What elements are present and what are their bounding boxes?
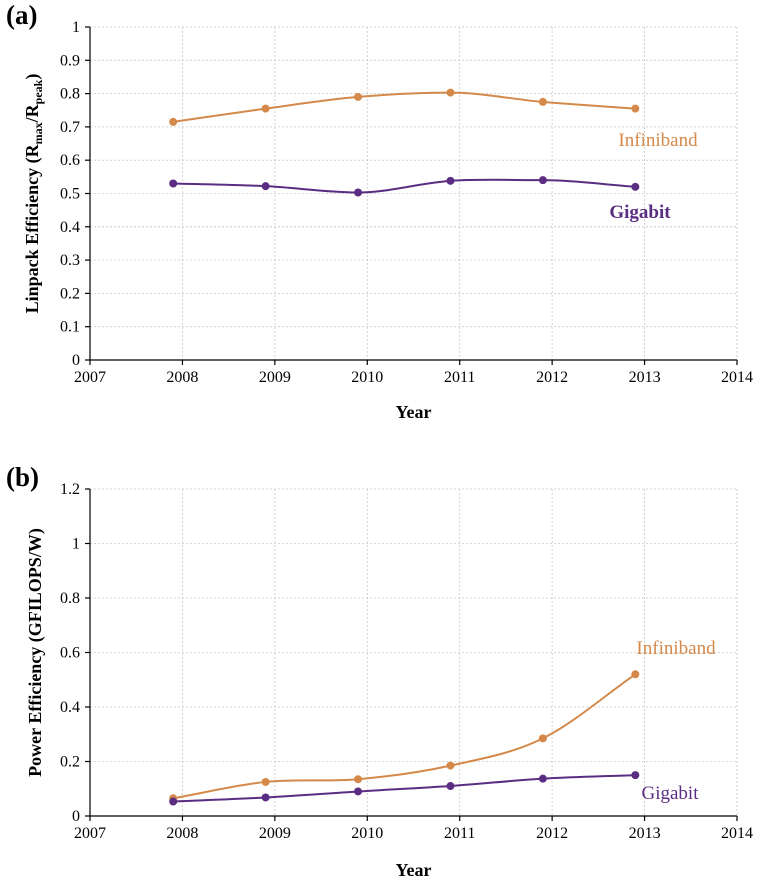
x-tick-label: 2011 — [444, 825, 475, 842]
x-axis-label: Year — [396, 860, 432, 880]
data-point-infiniband — [631, 670, 640, 679]
data-point-gigabit — [538, 774, 547, 783]
series-label-gigabit: Gigabit — [642, 783, 700, 804]
data-point-infiniband — [261, 104, 270, 113]
y-tick-label: 0.6 — [60, 645, 80, 662]
x-tick-label: 2011 — [444, 369, 475, 386]
y-tick-label: 0.1 — [60, 319, 80, 336]
x-tick-label: 2013 — [629, 369, 661, 386]
x-tick-label: 2010 — [351, 825, 383, 842]
y-tick-label: 0.8 — [60, 86, 80, 103]
x-tick-label: 2014 — [721, 369, 753, 386]
data-point-gigabit — [261, 182, 270, 191]
y-tick-label: 0 — [72, 352, 80, 369]
x-tick-label: 2008 — [166, 369, 198, 386]
chart-panel-a: 2007 2008 2009 2010 2011 2012 2013 2014 0 0.1 0.2 0… — [6, 0, 753, 422]
data-point-infiniband — [538, 97, 547, 106]
x-tick-label: 2012 — [536, 825, 568, 842]
y-tick-label: 1 — [72, 19, 80, 36]
data-point-infiniband — [538, 734, 547, 743]
series-line-gigabit — [173, 178, 636, 194]
y-label-subscript: max — [31, 122, 45, 144]
x-tick-label: 2008 — [166, 825, 198, 842]
series-line-infiniband — [173, 673, 636, 800]
y-axis-label: Linpack Efficiency (Rmax/Rpeak) — [22, 74, 45, 314]
y-tick-label: 0.7 — [60, 119, 80, 136]
data-point-gigabit — [446, 176, 455, 185]
y-label-text: Linpack Efficiency (R — [22, 143, 43, 313]
y-tick-label: 1 — [72, 536, 80, 553]
x-tick-label: 2007 — [74, 369, 106, 386]
series-label-gigabit: Gigabit — [609, 202, 671, 223]
data-point-gigabit — [538, 176, 547, 185]
y-tick-label: 1.2 — [60, 481, 80, 498]
data-point-gigabit — [261, 793, 270, 802]
chart-panel-b: 2007 2008 2009 2010 2011 2012 2013 2014 0 0.2 0.4 0… — [6, 462, 753, 880]
series-line-infiniband — [173, 91, 636, 123]
x-tick-label: 2007 — [74, 825, 106, 842]
y-tick-label: 0.8 — [60, 590, 80, 607]
y-tick-label: 0.6 — [60, 152, 80, 169]
data-point-infiniband — [169, 117, 178, 126]
data-point-infiniband — [354, 775, 363, 784]
data-point-infiniband — [261, 777, 270, 786]
data-point-gigabit — [631, 182, 640, 191]
x-tick-label: 2010 — [351, 369, 383, 386]
y-axis-label: Power Efficiency (GFILOPS/W) — [25, 528, 46, 777]
data-point-infiniband — [631, 104, 640, 113]
y-tick-label: 0.4 — [60, 699, 80, 716]
y-tick-label: 0 — [72, 808, 80, 825]
data-point-gigabit — [354, 188, 363, 197]
y-label-subscript: peak — [31, 79, 45, 104]
data-point-gigabit — [169, 797, 178, 806]
series-line-gigabit — [173, 774, 636, 803]
y-tick-label: 0.3 — [60, 252, 80, 269]
y-label-text: ) — [22, 74, 43, 80]
y-tick-label: 0.2 — [60, 754, 80, 771]
data-point-infiniband — [446, 761, 455, 770]
data-point-gigabit — [631, 771, 640, 780]
data-point-gigabit — [169, 179, 178, 188]
data-point-infiniband — [354, 92, 363, 101]
y-tick-label: 0.4 — [60, 219, 80, 236]
x-axis-label: Year — [396, 402, 432, 422]
x-tick-label: 2014 — [721, 825, 753, 842]
data-point-infiniband — [446, 88, 455, 97]
data-point-gigabit — [354, 787, 363, 796]
data-point-gigabit — [446, 782, 455, 791]
panel-label: (b) — [6, 462, 39, 492]
series-label-infiniband: Infiniband — [636, 638, 716, 659]
panel-label: (a) — [6, 0, 37, 30]
y-label-text: /R — [22, 103, 42, 123]
y-tick-label: 0.9 — [60, 52, 80, 69]
x-tick-label: 2013 — [629, 825, 661, 842]
series-label-infiniband: Infiniband — [618, 130, 698, 151]
y-tick-label: 0.5 — [60, 186, 80, 203]
x-tick-label: 2009 — [259, 369, 291, 386]
x-tick-label: 2009 — [259, 825, 291, 842]
y-tick-label: 0.2 — [60, 285, 80, 302]
x-tick-label: 2012 — [536, 369, 568, 386]
